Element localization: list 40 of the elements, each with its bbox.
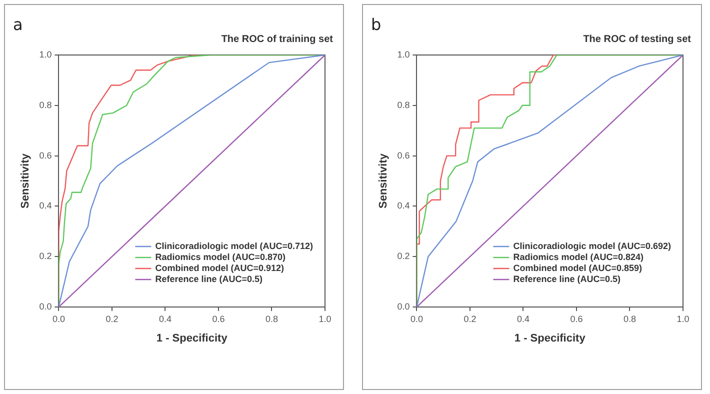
y-tick-label: 0.0 [397,301,410,312]
text: b [371,15,382,34]
chart-title: The ROC of training set [221,34,334,45]
legend-label: Radiomics model (AUC=0.870) [155,252,286,262]
y-axis-title: Sensitivity [20,152,32,209]
x-tick-label: 0.2 [464,314,476,324]
chart-title: The ROC of testing set [583,34,692,45]
legend-label: Reference line (AUC=0.5) [155,274,263,284]
legend-label: Clinicoradiologic model (AUC=0.712) [155,240,314,251]
y-tick-label: 0.6 [39,150,52,160]
x-tick-label: 0.4 [158,314,172,324]
legend-label: Combined model (AUC=0.912) [155,262,284,273]
y-tick-label: 0.2 [397,251,410,262]
y-tick-label: 0.8 [39,100,52,110]
text: a [13,15,23,34]
legend-label: Reference line (AUC=0.5) [513,274,621,284]
y-tick-label: 1.0 [397,49,410,60]
y-tick-label: 0.8 [397,100,410,110]
y-tick-label: 0.4 [397,200,410,211]
y-tick-label: 0.0 [39,301,52,312]
x-tick-label: 1.0 [318,314,332,324]
x-tick-label: 0.0 [52,314,65,324]
x-tick-label: 0.8 [265,314,278,324]
legend-label: Combined model (AUC=0.859) [513,262,642,273]
x-tick-label: 0.4 [516,314,530,324]
y-tick-label: 0.2 [39,251,52,262]
y-tick-label: 0.6 [397,150,410,160]
y-axis-title: Sensitivity [378,152,390,209]
legend-label: Clinicoradiologic model (AUC=0.692) [513,240,672,251]
x-axis-title: 1 - Specificity [156,332,228,344]
x-tick-label: 0.0 [410,314,423,324]
x-tick-label: 0.2 [106,314,118,324]
x-tick-label: 0.8 [623,314,636,324]
x-axis-title: 1 - Specificity [514,332,586,344]
x-tick-label: 1.0 [676,314,690,324]
legend-label: Radiomics model (AUC=0.824) [513,252,644,262]
y-tick-label: 1.0 [39,49,52,60]
x-tick-label: 0.6 [212,314,225,324]
x-tick-label: 0.6 [570,314,583,324]
y-tick-label: 0.4 [39,200,52,211]
